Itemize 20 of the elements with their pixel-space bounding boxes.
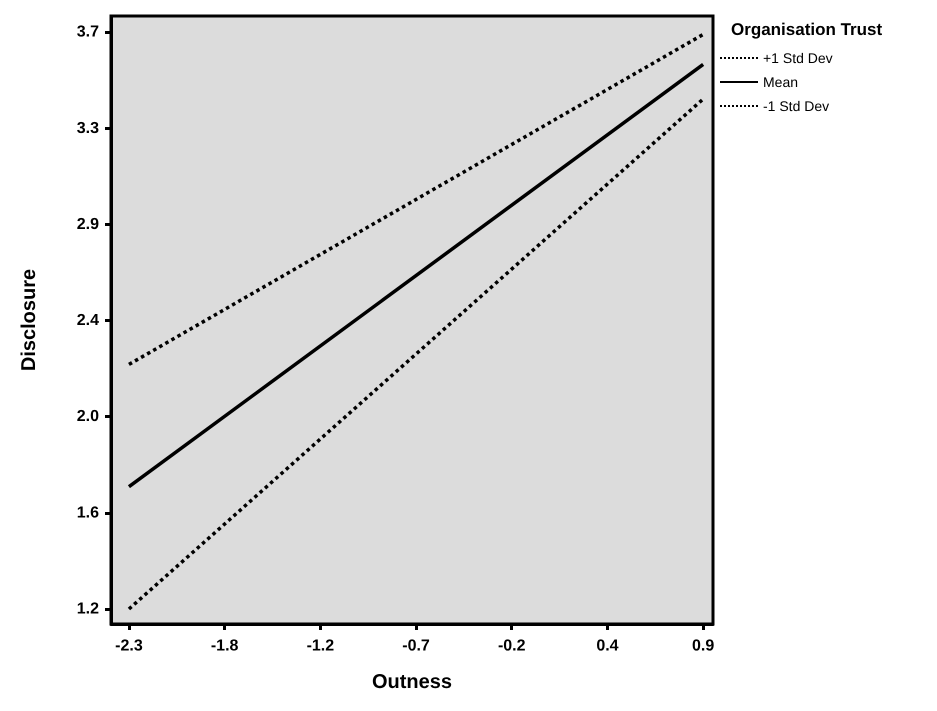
y-tick-label: 1.2 xyxy=(76,600,100,618)
y-axis-title: Disclosure xyxy=(18,268,40,372)
legend-title: Organisation Trust xyxy=(731,20,882,39)
y-tick-label: 2.9 xyxy=(76,216,100,233)
x-tick-label: -2.3 xyxy=(115,638,143,654)
x-tick-label: -0.2 xyxy=(498,638,526,654)
legend-label: +1 Std Dev xyxy=(763,50,833,66)
x-tick-label: -1.8 xyxy=(210,638,239,654)
y-tick-label: 2.4 xyxy=(76,312,100,330)
y-tick-label: 2.0 xyxy=(76,408,100,426)
x-axis-title: Outness xyxy=(372,671,452,693)
y-tick-label: 3.7 xyxy=(76,24,100,41)
y-tick-label: 3.3 xyxy=(76,120,100,137)
x-tick-label: 0.9 xyxy=(692,638,714,654)
legend-label: -1 Std Dev xyxy=(763,98,830,114)
x-tick-label: -1.2 xyxy=(306,638,334,654)
y-tick-label: 1.6 xyxy=(76,504,100,522)
legend-label: Mean xyxy=(763,74,798,90)
x-tick-label: 0.4 xyxy=(596,638,619,654)
x-tick-label: -0.7 xyxy=(402,638,430,654)
